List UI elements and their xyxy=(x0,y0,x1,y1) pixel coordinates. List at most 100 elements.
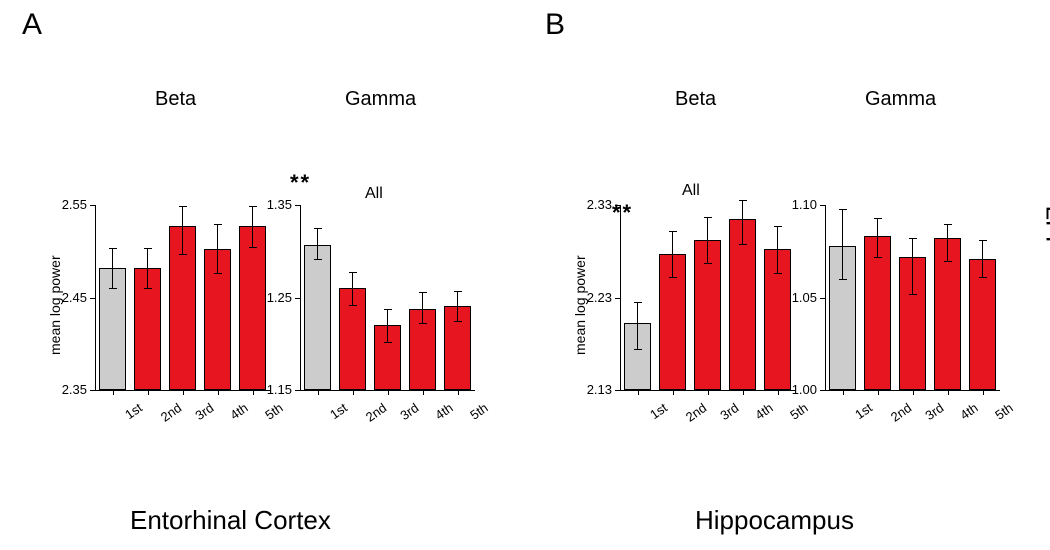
significance-marker: ** xyxy=(290,170,311,196)
error-bar xyxy=(147,248,148,289)
error-cap xyxy=(144,248,152,249)
error-bar xyxy=(707,217,708,263)
bar xyxy=(969,259,996,390)
error-bar xyxy=(742,200,743,243)
region-label-b: Hippocampus xyxy=(695,505,854,536)
error-cap xyxy=(839,279,847,280)
x-tick xyxy=(218,390,219,395)
y-tick xyxy=(820,205,825,206)
y-axis xyxy=(300,205,301,390)
error-cap xyxy=(634,302,642,303)
x-tick-label: 1st xyxy=(852,400,875,422)
error-bar xyxy=(422,292,423,323)
y-tick-label: 1.25 xyxy=(258,290,292,305)
y-tick-label: 2.13 xyxy=(578,382,612,397)
x-tick xyxy=(708,390,709,395)
error-cap xyxy=(944,224,952,225)
error-bar xyxy=(182,206,183,254)
error-bar xyxy=(317,228,318,259)
error-cap xyxy=(909,294,917,295)
x-tick xyxy=(878,390,879,395)
panel-b-letter: B xyxy=(545,8,565,42)
x-tick-label: 2nd xyxy=(362,400,388,425)
error-cap xyxy=(909,238,917,239)
x-tick-label: 5th xyxy=(262,400,285,423)
significance-marker: ** xyxy=(612,200,633,226)
y-axis xyxy=(95,205,96,390)
error-cap xyxy=(454,321,462,322)
chart-title: Beta xyxy=(155,88,196,111)
error-cap xyxy=(774,226,782,227)
x-tick-label: 4th xyxy=(752,400,775,423)
error-cap xyxy=(384,342,392,343)
error-cap xyxy=(109,288,117,289)
x-tick xyxy=(353,390,354,395)
error-cap xyxy=(979,240,987,241)
x-tick-label: 5th xyxy=(992,400,1015,423)
y-tick-label: 1.00 xyxy=(783,382,817,397)
error-cap xyxy=(704,263,712,264)
y-tick-label: 2.35 xyxy=(53,382,87,397)
error-cap xyxy=(669,231,677,232)
x-tick-label: 3rd xyxy=(922,400,946,423)
error-cap xyxy=(454,291,462,292)
error-cap xyxy=(249,247,257,248)
chart-title: Gamma xyxy=(345,88,416,111)
x-tick xyxy=(253,390,254,395)
x-tick-label: 3rd xyxy=(192,400,216,423)
x-tick-label: 2nd xyxy=(887,400,913,425)
error-bar xyxy=(877,218,878,257)
y-tick-label: 1.15 xyxy=(258,382,292,397)
y-axis xyxy=(825,205,826,390)
error-cap xyxy=(384,309,392,310)
x-tick-label: 1st xyxy=(122,400,145,422)
x-tick-label: 5th xyxy=(467,400,490,423)
error-cap xyxy=(874,257,882,258)
error-cap xyxy=(839,209,847,210)
x-tick-label: 5th xyxy=(787,400,810,423)
bar xyxy=(239,226,266,390)
y-tick xyxy=(820,298,825,299)
y-tick xyxy=(295,390,300,391)
side-label: Monkey LFP xyxy=(1040,205,1050,296)
error-bar xyxy=(777,226,778,272)
x-tick-label: 4th xyxy=(227,400,250,423)
error-bar xyxy=(842,209,843,279)
error-bar xyxy=(252,206,253,247)
bar xyxy=(304,245,331,390)
error-cap xyxy=(874,218,882,219)
error-bar xyxy=(457,291,458,321)
error-cap xyxy=(774,273,782,274)
annotation-text: All xyxy=(682,182,700,200)
error-bar xyxy=(217,224,218,273)
y-tick-label: 1.35 xyxy=(258,197,292,212)
error-cap xyxy=(669,277,677,278)
error-bar xyxy=(912,238,913,294)
y-tick-label: 2.33 xyxy=(578,197,612,212)
bar xyxy=(864,236,891,390)
x-tick xyxy=(318,390,319,395)
y-axis xyxy=(620,205,621,390)
x-tick-label: 4th xyxy=(957,400,980,423)
error-cap xyxy=(349,272,357,273)
error-cap xyxy=(314,259,322,260)
error-cap xyxy=(179,206,187,207)
x-tick xyxy=(423,390,424,395)
error-cap xyxy=(214,224,222,225)
x-tick xyxy=(148,390,149,395)
error-bar xyxy=(637,302,638,349)
y-tick xyxy=(295,298,300,299)
y-tick xyxy=(90,298,95,299)
error-cap xyxy=(179,254,187,255)
x-tick xyxy=(183,390,184,395)
y-tick-label: 1.10 xyxy=(783,197,817,212)
x-tick-label: 3rd xyxy=(397,400,421,423)
panel-a-letter: A xyxy=(22,8,42,42)
error-bar xyxy=(112,248,113,289)
annotation-text: All xyxy=(365,185,383,203)
x-tick xyxy=(843,390,844,395)
error-bar xyxy=(387,309,388,342)
x-tick-label: 2nd xyxy=(682,400,708,425)
error-cap xyxy=(979,277,987,278)
x-tick-label: 2nd xyxy=(157,400,183,425)
